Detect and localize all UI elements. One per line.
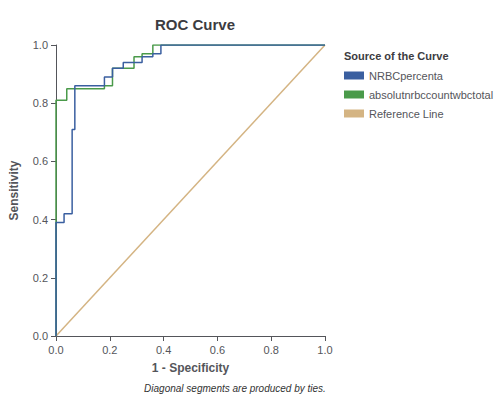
svg-text:0.8: 0.8 [264,344,279,356]
svg-text:NRBCpercenta: NRBCpercenta [369,70,444,82]
svg-text:0.4: 0.4 [156,344,171,356]
svg-text:Sensitivity: Sensitivity [7,160,21,220]
svg-text:absolutnrbccountwbctotal: absolutnrbccountwbctotal [369,89,493,101]
svg-text:ROC Curve: ROC Curve [155,16,235,33]
svg-text:Source of the Curve: Source of the Curve [344,50,449,62]
svg-text:0.0: 0.0 [33,330,48,342]
svg-text:0.2: 0.2 [33,272,48,284]
svg-text:0.6: 0.6 [33,155,48,167]
svg-text:0.0: 0.0 [48,344,63,356]
svg-text:0.8: 0.8 [33,97,48,109]
svg-text:1.0: 1.0 [317,344,332,356]
svg-text:0.4: 0.4 [33,214,48,226]
svg-text:0.2: 0.2 [102,344,117,356]
svg-text:1 - Specificity: 1 - Specificity [152,361,230,375]
svg-text:0.6: 0.6 [210,344,225,356]
svg-text:1.0: 1.0 [33,39,48,51]
svg-text:Reference Line: Reference Line [369,108,444,120]
svg-text:Diagonal segments are produced: Diagonal segments are produced by ties. [144,383,326,394]
